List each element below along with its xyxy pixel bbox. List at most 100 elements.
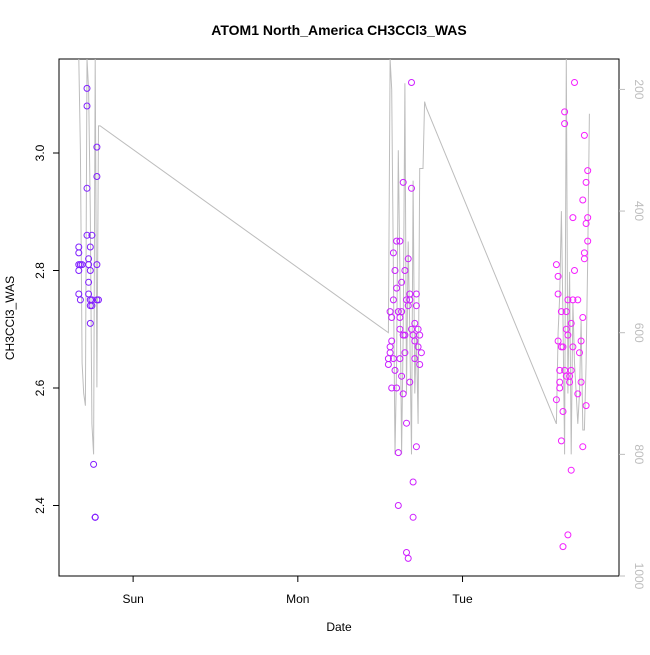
data-point (393, 237, 401, 245)
data-point (83, 184, 91, 192)
data-point (569, 214, 577, 222)
data-point (408, 184, 415, 192)
data-point (83, 84, 91, 92)
data-point (389, 296, 397, 304)
data-point (552, 261, 560, 269)
data-point (401, 331, 409, 339)
plot-frame (58, 58, 620, 577)
data-point (569, 343, 577, 351)
data-point (391, 267, 399, 274)
data-point (85, 278, 93, 286)
data-point (554, 290, 562, 298)
data-point (386, 349, 394, 357)
data-point (556, 384, 564, 392)
data-point (417, 349, 425, 357)
data-point (393, 284, 401, 292)
data-point (556, 366, 564, 374)
data-point (559, 543, 567, 551)
data-point (88, 231, 96, 239)
data-point (90, 460, 98, 468)
data-point (569, 296, 577, 304)
data-point (93, 143, 101, 151)
data-point (557, 437, 565, 445)
data-point (412, 443, 420, 451)
data-point (411, 355, 419, 363)
data-point (579, 196, 587, 204)
data-point (388, 337, 396, 345)
data-point (584, 214, 592, 222)
y-right-tick-label: 1000 (632, 563, 646, 590)
data-point (404, 255, 412, 263)
data-point (576, 349, 583, 357)
data-point (409, 478, 417, 486)
data-point (564, 296, 572, 304)
data-point (95, 296, 102, 304)
y-axis-right: 200 400 600 800 1000 (619, 79, 646, 590)
data-point (574, 390, 582, 398)
data-point (562, 308, 570, 316)
data-point (557, 308, 565, 316)
data-point (93, 261, 101, 269)
data-point (562, 372, 570, 380)
data-point (384, 361, 392, 368)
data-point (86, 267, 94, 274)
data-point (83, 231, 91, 239)
data-point (91, 513, 99, 521)
data-point (571, 79, 578, 86)
data-point (411, 337, 419, 345)
data-point (579, 443, 587, 451)
y-right-tick-label: 600 (632, 323, 646, 343)
data-point (86, 319, 94, 327)
chart-title: ATOM1 North_America CH3CCl3_WAS (211, 22, 466, 38)
data-point (412, 302, 420, 310)
data-point (416, 331, 424, 339)
data-point (388, 314, 396, 321)
data-point (394, 502, 402, 509)
data-point (401, 267, 409, 274)
data-points-layer (75, 79, 592, 562)
data-point (571, 267, 578, 274)
x-axis: Sun Mon Tue (122, 576, 473, 606)
altitude-line (78, 58, 590, 455)
x-tick-label: Mon (286, 592, 309, 606)
data-point (559, 408, 567, 415)
data-point (398, 278, 406, 286)
data-point (388, 384, 396, 392)
y-right-tick-label: 200 (632, 79, 646, 99)
data-point (75, 249, 83, 257)
data-point (564, 331, 572, 339)
x-axis-label: Date (326, 620, 352, 634)
data-point (584, 237, 592, 245)
data-point (411, 319, 419, 327)
y-axis: 2.4 2.6 2.8 3.0 (33, 144, 59, 514)
data-point (406, 378, 414, 386)
data-point (86, 243, 94, 251)
data-point (564, 531, 572, 539)
y-tick-label: 3.0 (33, 144, 47, 161)
y-tick-label: 2.4 (33, 497, 47, 514)
data-point (416, 361, 424, 368)
data-point (396, 237, 404, 245)
data-point (403, 419, 410, 427)
data-point (561, 120, 569, 128)
data-point (406, 296, 414, 304)
data-point (408, 79, 415, 86)
data-point (579, 314, 587, 321)
x-tick-label: Sun (122, 592, 143, 606)
data-point (88, 302, 96, 310)
data-point (399, 390, 407, 398)
data-point (401, 349, 409, 357)
data-point (83, 102, 91, 110)
data-point (409, 513, 417, 521)
y-axis-label: CH3CCl3_WAS (3, 276, 17, 360)
data-point (396, 355, 404, 363)
y-tick-label: 2.6 (33, 379, 47, 396)
y-right-tick-label: 800 (632, 444, 646, 464)
data-point (398, 308, 406, 316)
data-point (574, 296, 582, 304)
data-point (93, 173, 101, 180)
data-point (580, 249, 588, 257)
data-point (559, 343, 567, 351)
data-point (394, 449, 402, 457)
